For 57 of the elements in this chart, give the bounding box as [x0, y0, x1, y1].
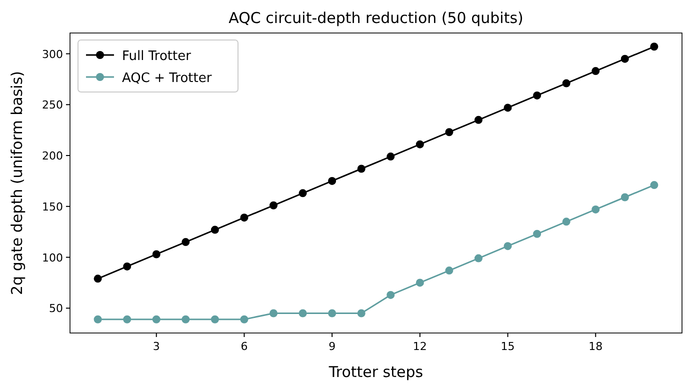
point	[445, 266, 454, 275]
point	[474, 254, 482, 262]
point	[416, 278, 424, 287]
point	[328, 176, 336, 185]
point	[592, 67, 600, 76]
y-tick-label: 250	[42, 98, 63, 112]
point	[298, 309, 307, 318]
legend-label: AQC + Trotter	[122, 71, 212, 86]
point	[123, 262, 132, 270]
point	[620, 193, 629, 202]
x-tick-label: 15	[500, 340, 515, 353]
point	[620, 54, 629, 63]
y-tick-label: 150	[42, 200, 63, 214]
y-tick-label: 50	[49, 302, 63, 316]
point	[240, 315, 248, 324]
point	[592, 205, 600, 214]
point	[270, 309, 278, 318]
point	[474, 116, 482, 124]
point	[210, 226, 219, 234]
point	[182, 315, 190, 324]
x-tick-label: 3	[152, 340, 160, 353]
point	[123, 315, 132, 324]
point	[504, 104, 512, 112]
y-tick-label: 200	[42, 150, 63, 163]
x-tick-label: 12	[412, 340, 427, 353]
point	[386, 152, 395, 161]
point	[240, 214, 248, 222]
point	[533, 230, 542, 238]
point	[650, 42, 658, 51]
chart-title: AQC circuit-depth reduction (50 qubits)	[228, 9, 524, 27]
y-tick-label: 300	[42, 48, 63, 61]
point	[562, 218, 570, 226]
point	[533, 91, 542, 100]
point	[328, 309, 336, 318]
point	[152, 315, 160, 324]
point	[270, 201, 278, 210]
point	[650, 181, 658, 190]
point	[357, 309, 366, 318]
point	[210, 315, 219, 324]
point	[298, 189, 307, 198]
point	[445, 128, 454, 136]
point	[504, 242, 512, 250]
y-tick-label: 100	[42, 251, 63, 264]
y-axis-title: 2q gate depth (uniform basis)	[8, 71, 26, 295]
point	[562, 79, 570, 88]
point	[386, 290, 395, 299]
point	[152, 250, 160, 258]
x-tick-label: 18	[588, 340, 603, 353]
legend-label: Full Trotter	[122, 49, 192, 64]
point	[182, 238, 190, 246]
point	[94, 274, 102, 283]
point	[94, 315, 102, 324]
x-axis-title: Trotter steps	[328, 363, 424, 381]
point	[416, 140, 424, 148]
x-tick-label: 9	[328, 340, 336, 353]
x-tick-label: 6	[240, 340, 248, 353]
point	[357, 164, 366, 173]
